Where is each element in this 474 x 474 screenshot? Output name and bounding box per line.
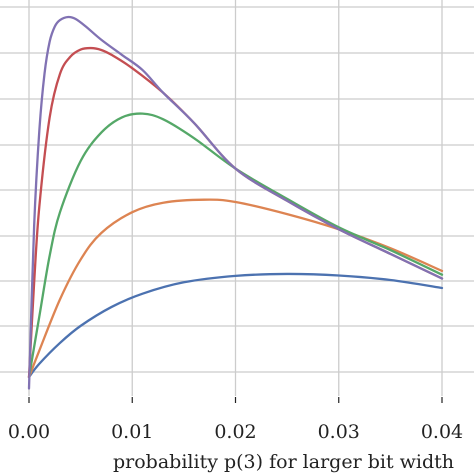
x-tick-label-2: 0.02	[214, 421, 256, 443]
x-tick-label-1: 0.01	[111, 421, 153, 443]
series-group	[27, 15, 444, 390]
x-axis: 0.00 0.01 0.02 0.03 0.04	[8, 397, 463, 443]
x-tick-label-3: 0.03	[318, 421, 360, 443]
grid	[0, 0, 474, 396]
series-line-3	[27, 112, 444, 379]
series-line-5	[27, 15, 444, 390]
x-axis-label: probability p(3) for larger bit width	[113, 451, 454, 473]
x-tick-label-4: 0.04	[421, 421, 463, 443]
series-line-1	[27, 272, 444, 379]
x-tick-label-0: 0.00	[8, 421, 50, 443]
